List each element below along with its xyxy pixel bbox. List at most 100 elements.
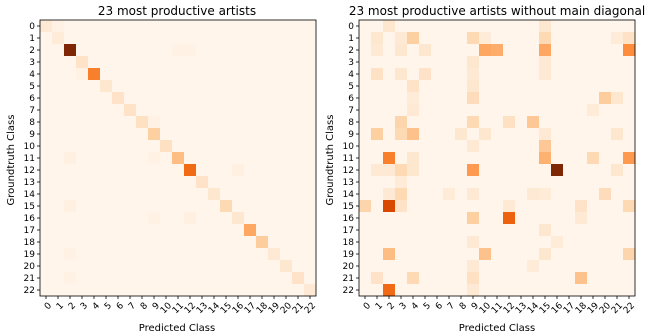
- heatmap-cell-r2-c9: [148, 44, 161, 57]
- heatmap-cell-r7-c3: [395, 104, 408, 117]
- heatmap-cell-r11-c8: [455, 152, 468, 165]
- heatmap-cell-r3-c12: [503, 56, 516, 69]
- heatmap-cell-r19-c3: [395, 248, 408, 261]
- heatmap-cell-r4-c19: [587, 68, 600, 81]
- heatmap-cell-r7-c21: [611, 104, 624, 117]
- heatmap-cell-r19-c17: [244, 248, 257, 261]
- heatmap-cell-r13-c21: [611, 176, 624, 189]
- heatmap-cell-r12-c11: [172, 164, 185, 177]
- x-tick-label: 8: [458, 301, 469, 312]
- heatmap-cell-r22-c2: [383, 284, 396, 297]
- heatmap-cell-r9-c12: [184, 128, 197, 141]
- heatmap-cell-r3-c15: [539, 56, 552, 69]
- heatmap-cell-r18-c5: [100, 236, 113, 249]
- heatmap-cell-r14-c21: [292, 188, 305, 201]
- heatmap-cell-r15-c15: [220, 200, 233, 213]
- heatmap-cell-r18-c7: [124, 236, 137, 249]
- heatmap-cell-r1-c5: [419, 32, 432, 45]
- heatmap-cell-r22-c4: [88, 284, 101, 297]
- heatmap-cell-r16-c4: [88, 212, 101, 225]
- heatmap-cell-r3-c13: [515, 56, 528, 69]
- heatmap-cell-r18-c16: [551, 236, 564, 249]
- heatmap-cell-r2-c6: [112, 44, 125, 57]
- heatmap-cell-r0-c3: [395, 20, 408, 33]
- heatmap-cell-r8-c16: [232, 116, 245, 129]
- heatmap-cell-r22-c8: [136, 284, 149, 297]
- heatmap-cell-r4-c10: [160, 68, 173, 81]
- heatmap-cell-r15-c9: [467, 200, 480, 213]
- heatmap-cell-r11-c2: [64, 152, 77, 165]
- heatmap-cell-r22-c13: [196, 284, 209, 297]
- heatmap-cell-r0-c14: [527, 20, 540, 33]
- heatmap-cell-r20-c14: [527, 260, 540, 273]
- y-tick-label: 4: [348, 70, 354, 80]
- heatmap-cell-r13-c11: [172, 176, 185, 189]
- heatmap-cell-r2-c22: [623, 44, 636, 57]
- heatmap-cell-r20-c7: [443, 260, 456, 273]
- heatmap-cell-r22-c7: [443, 284, 456, 297]
- y-tick-label: 14: [24, 190, 36, 200]
- heatmap-cell-r10-c15: [220, 140, 233, 153]
- heatmap-cell-r13-c5: [419, 176, 432, 189]
- heatmap-cell-r11-c5: [419, 152, 432, 165]
- heatmap-cell-r10-c7: [124, 140, 137, 153]
- heatmap-cell-r8-c19: [587, 116, 600, 129]
- heatmap-cell-r8-c10: [160, 116, 173, 129]
- heatmap-cell-r11-c19: [587, 152, 600, 165]
- heatmap-cell-r21-c18: [575, 272, 588, 285]
- heatmap-cell-r0-c2: [64, 20, 77, 33]
- heatmap-cell-r19-c7: [124, 248, 137, 261]
- heatmap-cell-r16-c3: [76, 212, 89, 225]
- heatmap-cell-r15-c12: [503, 200, 516, 213]
- heatmap-cell-r2-c12: [184, 44, 197, 57]
- heatmap-cell-r8-c15: [220, 116, 233, 129]
- heatmap-cell-r7-c11: [491, 104, 504, 117]
- heatmap-cell-r11-c21: [292, 152, 305, 165]
- heatmap-cell-r6-c3: [395, 92, 408, 105]
- heatmap-cell-r4-c16: [551, 68, 564, 81]
- heatmap-cell-r11-c15: [220, 152, 233, 165]
- heatmap-cell-r1-c3: [395, 32, 408, 45]
- heatmap-cell-r15-c3: [76, 200, 89, 213]
- heatmap-cell-r22-c7: [124, 284, 137, 297]
- heatmap-cell-r10-c22: [304, 140, 317, 153]
- heatmap-cell-r8-c0: [359, 116, 372, 129]
- heatmap-cell-r20-c15: [539, 260, 552, 273]
- heatmap-cell-r0-c21: [611, 20, 624, 33]
- heatmap-cell-r18-c11: [491, 236, 504, 249]
- heatmap-cell-r21-c15: [220, 272, 233, 285]
- heatmap-cell-r4-c22: [304, 68, 317, 81]
- heatmap-cell-r7-c6: [112, 104, 125, 117]
- heatmap-cell-r2-c17: [244, 44, 257, 57]
- heatmap-cell-r21-c8: [455, 272, 468, 285]
- heatmap-cell-r6-c10: [160, 92, 173, 105]
- heatmap-cell-r14-c0: [40, 188, 53, 201]
- heatmap-cell-r18-c13: [515, 236, 528, 249]
- heatmap-cell-r17-c11: [172, 224, 185, 237]
- heatmap-cell-r17-c8: [136, 224, 149, 237]
- heatmap-cell-r6-c7: [124, 92, 137, 105]
- heatmap-cell-r6-c4: [88, 92, 101, 105]
- heatmap-cell-r1-c15: [220, 32, 233, 45]
- heatmap-cell-r18-c13: [196, 236, 209, 249]
- heatmap-cell-r5-c10: [160, 80, 173, 93]
- heatmap-cell-r13-c0: [40, 176, 53, 189]
- heatmap-cell-r19-c3: [76, 248, 89, 261]
- heatmap-cell-r22-c15: [220, 284, 233, 297]
- heatmap-cell-r10-c17: [563, 140, 576, 153]
- heatmap-cell-r3-c3: [395, 56, 408, 69]
- heatmap-cell-r19-c17: [563, 248, 576, 261]
- heatmap-cell-r6-c4: [407, 92, 420, 105]
- heatmap-cell-r1-c8: [455, 32, 468, 45]
- heatmap-cell-r13-c18: [575, 176, 588, 189]
- heatmap-cell-r20-c17: [563, 260, 576, 273]
- heatmap-cell-r1-c6: [112, 32, 125, 45]
- heatmap-cell-r1-c2: [64, 32, 77, 45]
- heatmap-cell-r11-c1: [371, 152, 384, 165]
- heatmap-cell-r11-c6: [112, 152, 125, 165]
- heatmap-cell-r10-c6: [112, 140, 125, 153]
- heatmap-cell-r17-c13: [196, 224, 209, 237]
- heatmap-cell-r13-c11: [491, 176, 504, 189]
- heatmap-cell-r15-c16: [551, 200, 564, 213]
- heatmap-cell-r2-c10: [479, 44, 492, 57]
